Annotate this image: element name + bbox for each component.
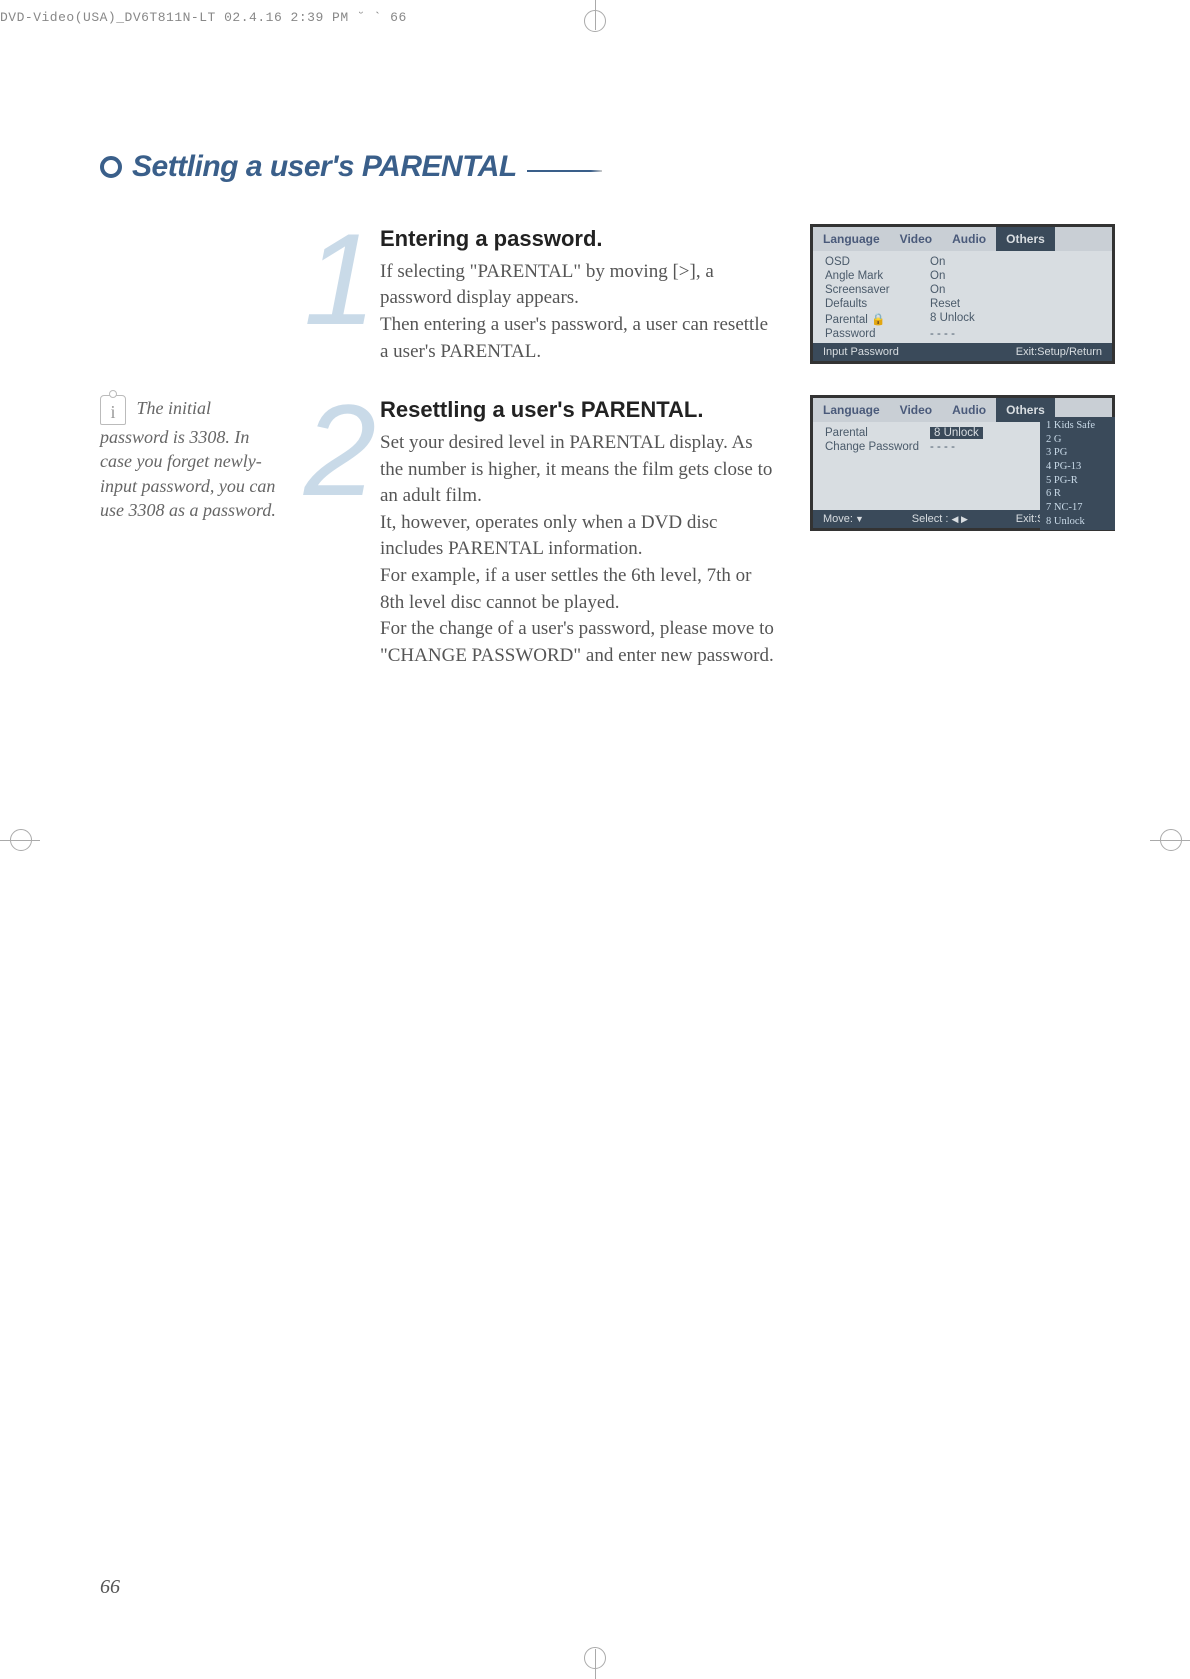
crop-mark-top [580, 0, 610, 30]
osd2-row1-label: Change Password [825, 441, 930, 453]
osd1-tab-audio: Audio [942, 227, 996, 251]
crop-mark-left [0, 820, 40, 860]
osd2-submenu-3: 4 PG-13 [1046, 460, 1109, 474]
osd1-row2-label: Screensaver [825, 284, 930, 296]
osd1-row0-label: OSD [825, 256, 930, 268]
step-1-body: If selecting "PARENTAL" by moving [>], a… [380, 259, 780, 365]
osd1-tabs: Language Video Audio Others [813, 227, 1112, 251]
osd1-row5-value: - - - - [930, 328, 955, 340]
osd1-row3-label: Defaults [825, 298, 930, 310]
osd2-submenu-6: 7 NC-17 [1046, 501, 1109, 515]
osd1-row2-value: On [930, 284, 945, 296]
osd1-footer-right: Exit:Setup/Return [1016, 346, 1102, 358]
osd1-tab-language: Language [813, 227, 890, 251]
step-number-1: 1 [300, 224, 380, 365]
osd-panel-1: Language Video Audio Others OSDOn Angle … [810, 224, 1115, 364]
osd1-row1-value: On [930, 270, 945, 282]
step-2-title: Resettling a user's PARENTAL. [380, 395, 780, 426]
osd1-row5-label: Password [825, 328, 930, 340]
osd2-submenu-5: 6 R [1046, 487, 1109, 501]
section-heading-row: Settling a user's PARENTAL [100, 150, 1100, 184]
osd2-row0-label: Parental [825, 427, 930, 439]
circle-bullet-icon [100, 156, 122, 178]
osd2-footer-mid: Select : [912, 513, 968, 525]
osd2-submenu-2: 3 PG [1046, 446, 1109, 460]
osd2-tab-video: Video [890, 398, 942, 422]
step-2-body: Set your desired level in PARENTAL displ… [380, 430, 780, 669]
osd1-row0-value: On [930, 256, 945, 268]
osd2-submenu-7: 8 Unlock [1046, 515, 1109, 529]
step-1-row: 1 Entering a password. If selecting "PAR… [100, 224, 1100, 365]
osd2-row1-value: - - - - [930, 441, 955, 453]
osd2-footer-left: Move: [823, 513, 864, 525]
tip-icon [100, 395, 126, 425]
osd1-tab-video: Video [890, 227, 942, 251]
step-1-title: Entering a password. [380, 224, 780, 255]
crop-mark-right [1150, 820, 1190, 860]
step-number-2: 2 [300, 395, 380, 669]
osd2-submenu-4: 5 PG-R [1046, 474, 1109, 488]
osd1-footer-left: Input Password [823, 346, 899, 358]
crop-mark-bottom [580, 1649, 610, 1679]
title-rule [527, 170, 602, 172]
osd2-submenu-1: 2 G [1046, 433, 1109, 447]
section-title: Settling a user's PARENTAL [132, 150, 517, 184]
print-header: DVD-Video(USA)_DV6T811N-LT 02.4.16 2:39 … [0, 10, 407, 25]
osd2-tab-language: Language [813, 398, 890, 422]
osd2-submenu-0: 1 Kids Safe [1046, 419, 1109, 433]
osd1-row4-label: Parental 🔒 [825, 312, 930, 326]
osd1-row4-value: 8 Unlock [930, 312, 975, 326]
osd2-row0-value: 8 Unlock [930, 427, 983, 439]
osd2-tab-audio: Audio [942, 398, 996, 422]
osd2-submenu: 1 Kids Safe 2 G 3 PG 4 PG-13 5 PG-R 6 R … [1040, 417, 1115, 530]
osd1-row1-label: Angle Mark [825, 270, 930, 282]
osd1-row3-value: Reset [930, 298, 960, 310]
page-number: 66 [100, 1576, 120, 1599]
step-2-row: The initial password is 3308. In case yo… [100, 395, 1100, 669]
tip-text: The initial password is 3308. In case yo… [100, 398, 276, 520]
osd1-tab-others: Others [996, 227, 1055, 251]
